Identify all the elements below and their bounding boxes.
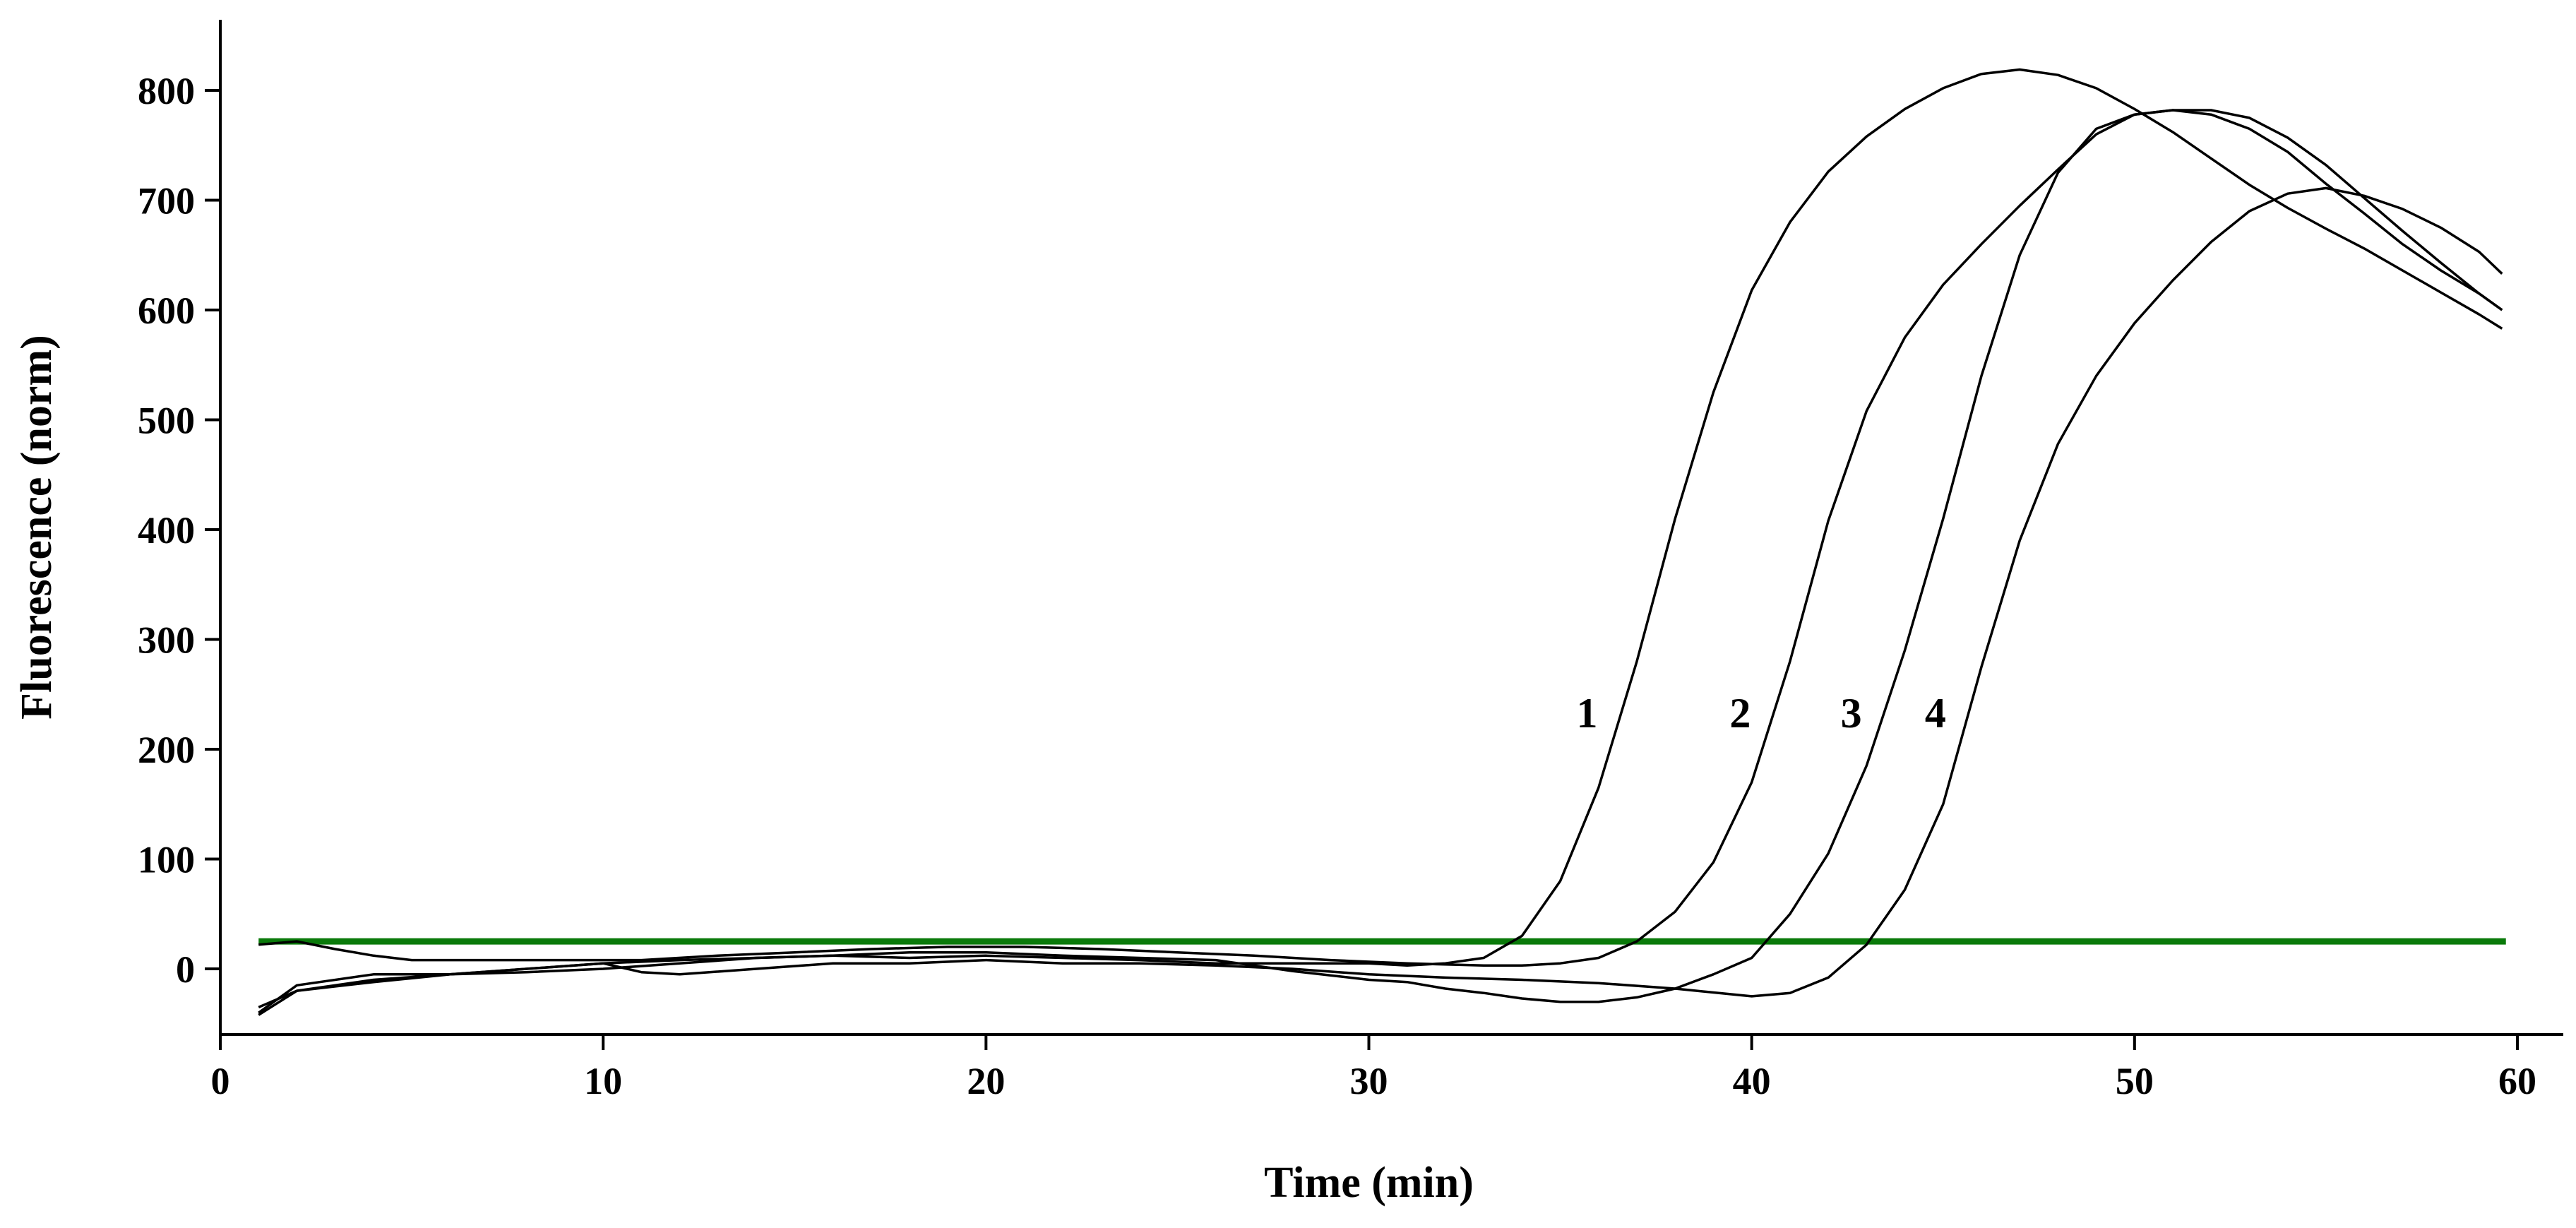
- y-tick-label: 0: [176, 948, 195, 991]
- curve-label-4: 4: [1925, 690, 1946, 737]
- x-tick-label: 50: [2116, 1060, 2154, 1102]
- curve-label-2: 2: [1729, 690, 1751, 737]
- y-tick-label: 300: [138, 619, 195, 662]
- x-tick-label: 10: [584, 1060, 622, 1102]
- x-tick-label: 40: [1733, 1060, 1771, 1102]
- x-tick-label: 20: [967, 1060, 1005, 1102]
- axes: [219, 20, 2563, 1036]
- y-tick-label: 100: [138, 839, 195, 881]
- series-line-3: [258, 109, 2503, 1009]
- y-axis-title: Fluorescence (norm): [13, 335, 61, 720]
- series-layer: [258, 68, 2503, 1016]
- y-tick-label: 700: [138, 180, 195, 222]
- x-axis-title: Time (min): [1264, 1159, 1474, 1207]
- series-line-4: [258, 186, 2503, 1016]
- y-tick-label: 500: [138, 400, 195, 442]
- series-line-1: [258, 68, 2503, 1014]
- curve-labels: 1 2 3 4: [1577, 690, 1946, 737]
- x-tick-label: 60: [2498, 1060, 2536, 1102]
- series-line-2: [258, 109, 2503, 967]
- x-tick-label: 0: [211, 1060, 230, 1102]
- y-tick-label: 600: [138, 290, 195, 332]
- y-tick-label: 400: [138, 509, 195, 552]
- curve-label-1: 1: [1577, 690, 1598, 737]
- x-tick-label: 30: [1350, 1060, 1388, 1102]
- y-tick-label: 800: [138, 70, 195, 112]
- curve-label-3: 3: [1841, 690, 1862, 737]
- y-tick-label: 200: [138, 729, 195, 771]
